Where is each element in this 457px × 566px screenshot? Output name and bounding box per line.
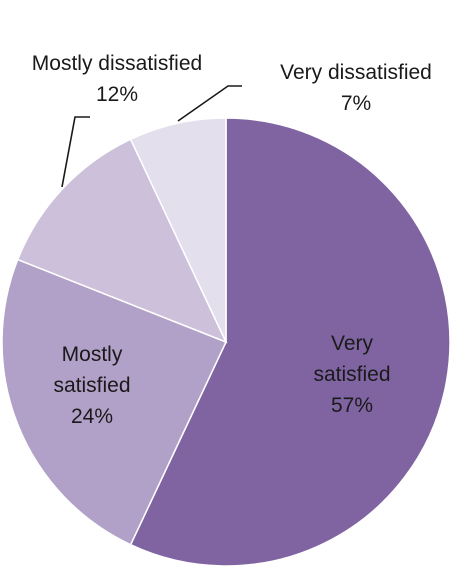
slice-label-line: Very dissatisfied [280, 61, 432, 84]
slice-label: Mostly satisfied 24% [53, 343, 130, 428]
slice-label-line: Mostly dissatisfied [32, 52, 202, 75]
slice-percent-label: 57% [331, 394, 373, 417]
slice-labels: Very satisfied 57%Mostly satisfied 24%Mostly… [32, 52, 432, 428]
slice-percent-label: 24% [71, 405, 113, 428]
slice-percent-label: 12% [96, 83, 138, 106]
slice-label-line: Mostly [62, 343, 123, 366]
leader-lines [61, 85, 242, 188]
slice-label-line: Very [331, 332, 374, 355]
slice-label: Mostly dissatisfied 12% [32, 52, 202, 106]
slice-label-line: satisfied [313, 363, 390, 386]
pie-slice [1, 258, 228, 546]
slice-percent-label: 7% [341, 92, 371, 115]
pie-slice [16, 138, 228, 344]
pie-slice [129, 117, 451, 566]
slice-label: Very dissatisfied 7% [280, 61, 432, 115]
leader-line [61, 116, 90, 188]
pie-slice [129, 117, 227, 343]
slice-label: Very satisfied 57% [313, 332, 390, 417]
slice-label-line: satisfied [53, 374, 130, 397]
pie-slices [1, 117, 451, 566]
leader-line [177, 85, 242, 122]
